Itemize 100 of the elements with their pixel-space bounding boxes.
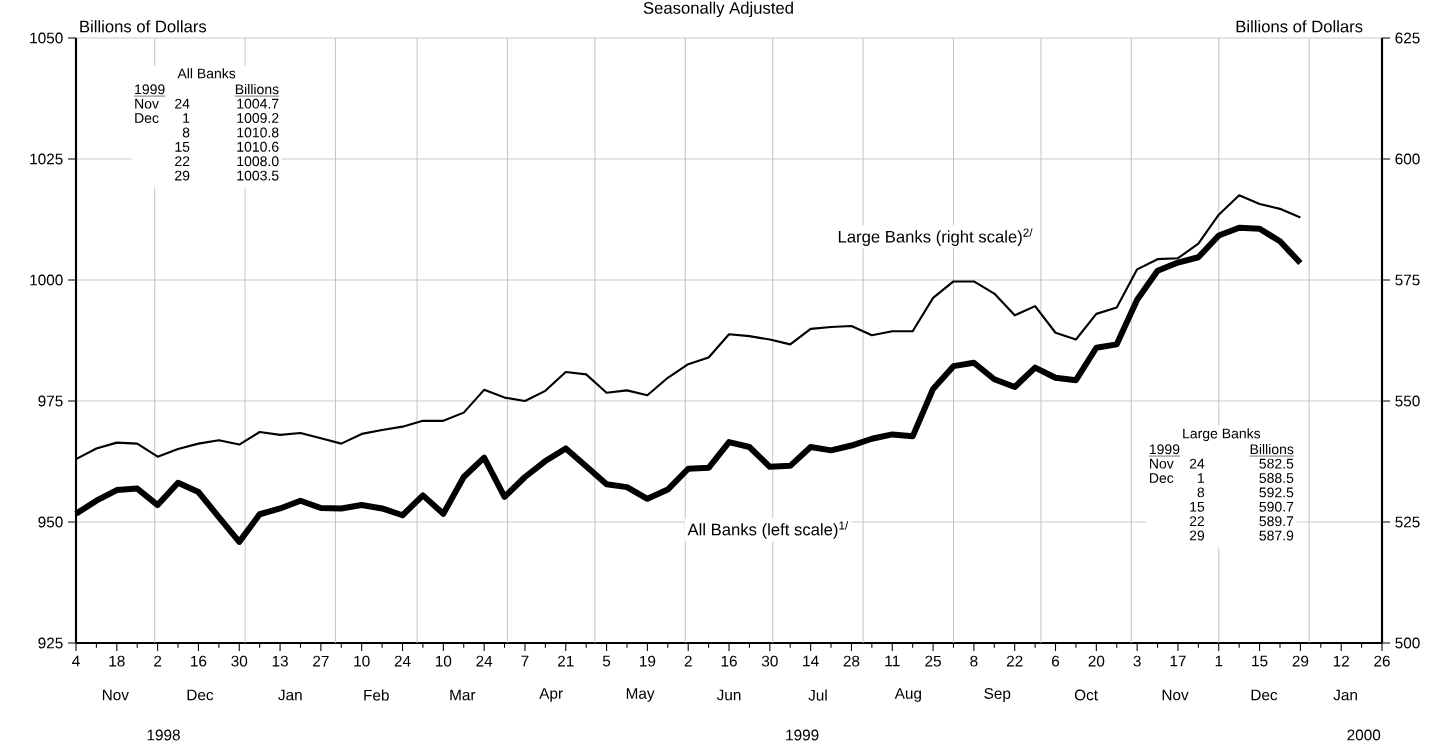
annotation: 592.5 <box>1259 487 1294 498</box>
x-tick-label: 11 <box>885 655 900 667</box>
x-tick-label: 13 <box>272 655 288 667</box>
x-tick-label: 27 <box>313 655 329 667</box>
annotation: Dec <box>135 113 159 124</box>
text: Nov <box>1162 689 1189 701</box>
annotation: Billions <box>1250 443 1294 455</box>
x-tick-label: 5 <box>602 655 611 667</box>
annotation: Billions <box>235 84 279 95</box>
x-tick-label: 28 <box>843 655 860 667</box>
text: Aug <box>894 688 921 702</box>
text: Mar <box>450 689 476 701</box>
x-tick-label: 2 <box>154 655 162 667</box>
annotation: 29 <box>1189 530 1205 541</box>
y2-tick-label: 625 <box>1395 32 1420 44</box>
annotation: 15 <box>175 142 190 152</box>
y-axis-title: Billions of Dollars <box>80 20 207 33</box>
annotation: 589.7 <box>1259 516 1294 527</box>
annotation: 22 <box>175 156 190 167</box>
text: Feb <box>364 689 389 701</box>
annotation: All Banks <box>177 68 236 79</box>
x-tick-label: 2 <box>684 655 692 667</box>
y-tick-label: 1000 <box>30 274 63 286</box>
text: Apr <box>539 688 563 702</box>
annotation: 1 <box>1198 473 1205 483</box>
y2-tick-label: 600 <box>1395 153 1420 165</box>
annotation: 588.5 <box>1259 473 1294 484</box>
text: Large Banks (right scale)$^{2/}$ <box>838 228 1033 246</box>
annotation: 587.9 <box>1259 530 1294 541</box>
x-tick-label: 16 <box>721 655 737 667</box>
text: Dec <box>1251 689 1278 701</box>
x-tick-label: 25 <box>925 655 941 667</box>
x-tick-label: 16 <box>191 655 207 667</box>
annotation: 29 <box>175 170 190 181</box>
annotation: 1999 <box>1149 444 1180 455</box>
annotation: 1004.7 <box>237 98 279 109</box>
x-tick-label: 20 <box>1088 655 1105 667</box>
x-tick-label: 10 <box>354 655 370 667</box>
x-tick-label: 15 <box>1252 655 1268 667</box>
y2-tick-label: 525 <box>1395 516 1420 528</box>
text: Jun <box>716 689 741 701</box>
y-tick-label: 925 <box>38 637 63 649</box>
annotation: Large Banks <box>1183 428 1261 442</box>
y2-tick-label: 575 <box>1395 274 1420 286</box>
text: Jul <box>808 689 827 701</box>
y-tick-label: 1025 <box>30 153 63 165</box>
text: Oct <box>1074 689 1098 701</box>
y-tick-label: 950 <box>38 516 63 528</box>
text: Sep <box>984 688 1011 703</box>
x-tick-label: 30 <box>761 655 778 667</box>
annotation: 1999 <box>135 84 165 95</box>
annotation: Nov <box>1150 458 1174 469</box>
y2-axis-title: Billions of Dollars <box>1236 20 1363 33</box>
annotation: 1010.8 <box>237 127 279 138</box>
x-tick-label: 19 <box>640 655 656 667</box>
x-tick-label: 7 <box>521 655 529 667</box>
annotation: 1 <box>183 113 190 123</box>
chart-title: Seasonally Adjusted <box>643 1 793 18</box>
y-tick-label: 975 <box>38 395 63 407</box>
y-tick-label: 1050 <box>30 32 63 44</box>
text: All Banks (left scale)$^{1/}$ <box>687 521 849 539</box>
annotation: 590.7 <box>1259 501 1294 512</box>
y2-tick-label: 550 <box>1395 395 1420 407</box>
x-tick-label: 8 <box>970 655 978 667</box>
annotation: 1009.2 <box>237 113 279 124</box>
x-tick-label: 30 <box>231 655 248 667</box>
annotation: 1008.0 <box>237 156 279 167</box>
annotation: 22 <box>1189 516 1205 527</box>
x-tick-label: 24 <box>476 655 493 667</box>
annotation: 15 <box>1190 502 1205 512</box>
x-tick-label: 4 <box>72 655 80 667</box>
text: Jan <box>1333 689 1357 701</box>
annotation: 1010.6 <box>237 141 279 152</box>
annotation: 8 <box>1197 487 1205 498</box>
annotation: Nov <box>135 98 159 109</box>
text: Dec <box>187 689 214 701</box>
x-tick-label: 21 <box>558 655 574 667</box>
x-tick-label: 17 <box>1170 655 1186 667</box>
x-tick-label: 1 <box>1215 655 1223 667</box>
annotation: 1003.5 <box>237 170 279 181</box>
x-tick-label: 26 <box>1374 655 1390 667</box>
text: 1998 <box>147 729 180 741</box>
x-tick-label: 3 <box>1133 655 1141 667</box>
x-tick-label: 29 <box>1292 655 1309 667</box>
text: 2000 <box>1347 729 1381 741</box>
text: May <box>626 688 655 702</box>
annotation: Dec <box>1150 473 1174 484</box>
x-tick-label: 6 <box>1052 655 1060 667</box>
x-tick-label: 22 <box>1006 655 1023 667</box>
text: Jan <box>278 689 302 701</box>
annotation: 24 <box>175 98 190 109</box>
x-tick-label: 14 <box>803 655 819 667</box>
x-tick-label: 10 <box>435 655 452 667</box>
x-tick-label: 24 <box>394 655 411 667</box>
annotation: 24 <box>1189 458 1205 469</box>
y2-tick-label: 500 <box>1395 637 1420 649</box>
x-tick-label: 12 <box>1333 655 1349 667</box>
x-tick-label: 18 <box>109 655 125 667</box>
text: Nov <box>102 689 129 701</box>
annotation: 8 <box>182 127 190 138</box>
